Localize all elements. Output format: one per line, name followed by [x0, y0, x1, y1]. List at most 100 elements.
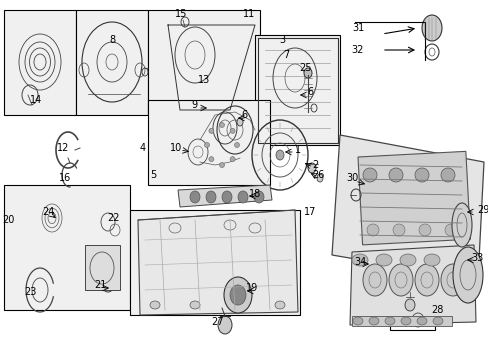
Ellipse shape	[238, 191, 247, 203]
Ellipse shape	[399, 254, 415, 266]
Ellipse shape	[400, 317, 410, 325]
Ellipse shape	[190, 191, 200, 203]
Ellipse shape	[237, 118, 243, 126]
Text: 23: 23	[24, 287, 36, 297]
Bar	[76, 10, 148, 115]
Ellipse shape	[416, 317, 426, 325]
Text: 30: 30	[345, 173, 357, 183]
Ellipse shape	[229, 285, 245, 305]
Ellipse shape	[440, 168, 454, 182]
Text: 34: 34	[353, 257, 366, 267]
Ellipse shape	[375, 254, 391, 266]
Ellipse shape	[384, 317, 394, 325]
Ellipse shape	[316, 174, 323, 182]
Polygon shape	[331, 135, 483, 280]
Bar	[130, 210, 299, 315]
Text: 28: 28	[430, 305, 442, 315]
Ellipse shape	[423, 254, 439, 266]
Ellipse shape	[230, 129, 235, 133]
Ellipse shape	[219, 162, 224, 167]
Text: 8: 8	[109, 35, 115, 45]
Bar	[148, 10, 260, 115]
Text: 16: 16	[59, 173, 71, 183]
Ellipse shape	[224, 277, 251, 313]
Text: 25: 25	[298, 63, 311, 73]
Ellipse shape	[304, 68, 311, 78]
Ellipse shape	[368, 317, 378, 325]
Text: 24: 24	[42, 207, 54, 217]
Text: 32: 32	[351, 45, 364, 55]
Text: 4: 4	[140, 143, 146, 153]
Ellipse shape	[421, 15, 441, 41]
Ellipse shape	[388, 264, 412, 296]
Bar	[389, 290, 434, 330]
Text: 6: 6	[306, 87, 312, 97]
Ellipse shape	[444, 224, 456, 236]
Ellipse shape	[219, 122, 224, 127]
Text: 7: 7	[282, 50, 288, 60]
Text: 21: 21	[94, 280, 106, 290]
Text: 2: 2	[311, 160, 318, 170]
Bar	[351, 316, 451, 326]
Text: 13: 13	[198, 75, 210, 85]
Ellipse shape	[366, 224, 378, 236]
Text: 26: 26	[311, 170, 324, 180]
Text: 22: 22	[106, 213, 119, 223]
Ellipse shape	[362, 264, 386, 296]
Ellipse shape	[404, 299, 414, 311]
Polygon shape	[178, 185, 271, 207]
Ellipse shape	[253, 191, 264, 203]
Ellipse shape	[190, 301, 200, 309]
Ellipse shape	[218, 316, 231, 334]
Ellipse shape	[230, 157, 235, 162]
Polygon shape	[349, 245, 475, 325]
Text: 12: 12	[57, 143, 69, 153]
Ellipse shape	[222, 191, 231, 203]
Ellipse shape	[440, 264, 464, 296]
Text: 19: 19	[245, 283, 258, 293]
Ellipse shape	[208, 129, 213, 133]
Text: 20: 20	[2, 215, 14, 225]
Text: 11: 11	[243, 9, 255, 19]
Ellipse shape	[274, 301, 285, 309]
Ellipse shape	[451, 203, 471, 247]
Text: 6: 6	[241, 110, 246, 120]
Ellipse shape	[388, 168, 402, 182]
Text: 9: 9	[190, 100, 197, 110]
Bar	[254, 35, 339, 145]
Ellipse shape	[414, 264, 438, 296]
Ellipse shape	[208, 157, 213, 162]
Ellipse shape	[235, 301, 244, 309]
Text: 3: 3	[278, 35, 285, 45]
Ellipse shape	[352, 317, 362, 325]
Text: 15: 15	[174, 9, 187, 19]
Bar	[4, 10, 76, 115]
Ellipse shape	[234, 143, 239, 148]
Ellipse shape	[418, 224, 430, 236]
Text: 18: 18	[248, 189, 261, 199]
Text: 27: 27	[211, 317, 224, 327]
Ellipse shape	[351, 254, 367, 266]
Bar	[148, 100, 269, 185]
Text: 31: 31	[351, 23, 364, 33]
Bar	[357, 151, 469, 245]
Bar	[4, 185, 130, 310]
Ellipse shape	[275, 150, 284, 160]
Ellipse shape	[414, 168, 428, 182]
Polygon shape	[138, 210, 297, 315]
Text: 14: 14	[30, 95, 42, 105]
Ellipse shape	[432, 317, 442, 325]
Text: 1: 1	[294, 145, 301, 155]
Ellipse shape	[452, 247, 482, 303]
Text: 5: 5	[149, 170, 156, 180]
Ellipse shape	[307, 163, 315, 173]
Text: 29: 29	[476, 205, 488, 215]
Text: 17: 17	[303, 207, 316, 217]
Ellipse shape	[362, 168, 376, 182]
Ellipse shape	[150, 301, 160, 309]
Text: 33: 33	[470, 253, 482, 263]
Bar	[85, 245, 120, 290]
Ellipse shape	[205, 191, 216, 203]
Ellipse shape	[204, 143, 209, 148]
Ellipse shape	[392, 224, 404, 236]
